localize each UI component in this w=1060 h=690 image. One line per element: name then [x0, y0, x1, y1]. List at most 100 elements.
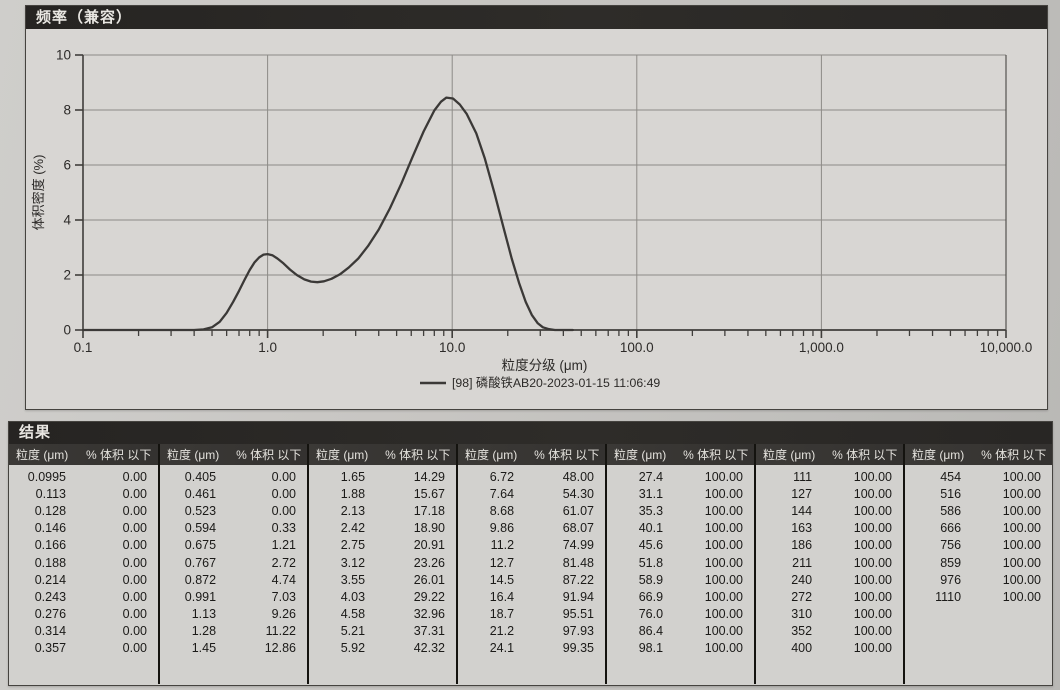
size-value: 5.21: [340, 624, 366, 639]
percent-below-value: 95.51: [562, 607, 594, 622]
column-headers: 粒度 (μm) % 体积 以下: [458, 444, 605, 465]
percent-below-value: 0.00: [122, 538, 147, 553]
size-column-header: 粒度 (μm): [16, 448, 69, 462]
y-tick-label: 2: [63, 268, 71, 283]
size-value: 0.594: [184, 521, 217, 536]
table-row: 2.42 18.90: [309, 520, 456, 537]
percent-below-value: 0.33: [271, 521, 296, 536]
size-value: 127: [791, 486, 813, 501]
size-value: 9.86: [489, 521, 515, 536]
size-value: 1.13: [191, 607, 217, 622]
x-tick-label: 1,000.0: [799, 340, 844, 355]
table-row: 0.523 0.00: [160, 502, 307, 519]
table-row: 3.55 26.01: [309, 571, 456, 588]
percent-below-value: 100.00: [853, 503, 892, 518]
size-value: 0.767: [184, 555, 217, 570]
size-value: 0.461: [184, 486, 217, 501]
table-row: 8.68 61.07: [458, 502, 605, 519]
percent-below-value: 0.00: [122, 503, 147, 518]
size-value: 0.991: [184, 589, 217, 604]
table-row: 0.594 0.33: [160, 520, 307, 537]
size-value: 1.28: [191, 624, 217, 639]
percent-below-value: 0.00: [122, 572, 147, 587]
table-row: 0.166 0.00: [9, 537, 158, 554]
percent-below-value: 20.91: [413, 538, 445, 553]
percent-below-value: 87.22: [562, 572, 594, 587]
table-row: 976 100.00: [905, 571, 1052, 588]
size-value: 24.1: [489, 641, 515, 656]
table-row: 4.58 32.96: [309, 606, 456, 623]
size-value: 3.55: [340, 572, 366, 587]
y-tick-label: 6: [63, 158, 71, 173]
percent-below-value: 9.26: [271, 607, 296, 622]
percent-below-value: 100.00: [704, 469, 743, 484]
size-value: 8.68: [489, 503, 515, 518]
percent-below-value: 42.32: [413, 641, 445, 656]
table-row: 1.28 11.22: [160, 623, 307, 640]
size-column-header: 粒度 (μm): [167, 448, 220, 462]
size-value: 98.1: [638, 641, 664, 656]
size-value: 2.42: [340, 521, 366, 536]
result-rows: 27.4 100.00 31.1 100.00 35.3 100.00 40.1 100.00…: [607, 465, 754, 684]
percent-below-value: 100.00: [853, 624, 892, 639]
table-row: 66.9 100.00: [607, 588, 754, 605]
percent-below-value: 100.00: [853, 641, 892, 656]
size-value: 40.1: [638, 521, 664, 536]
percent-below-value: 32.96: [413, 607, 445, 622]
table-row: 21.2 97.93: [458, 623, 605, 640]
result-column-group: 粒度 (μm) % 体积 以下 1.65 14.29 1.88 15.67 2.13 17.1…: [307, 444, 456, 684]
table-row: 0.357 0.00: [9, 640, 158, 657]
table-row: 0.461 0.00: [160, 485, 307, 502]
percent-column-header: % 体积 以下: [534, 448, 600, 462]
percent-below-value: 48.00: [562, 469, 594, 484]
percent-below-value: 12.86: [264, 641, 296, 656]
size-value: 211: [792, 555, 813, 570]
y-axis-label: 体积密度 (%): [31, 155, 46, 231]
percent-below-value: 100.00: [1002, 572, 1041, 587]
table-row: 45.6 100.00: [607, 537, 754, 554]
table-row: 352 100.00: [756, 623, 903, 640]
table-row: 5.21 37.31: [309, 623, 456, 640]
size-column-header: 粒度 (μm): [912, 448, 965, 462]
table-row: 0.991 7.03: [160, 588, 307, 605]
percent-below-value: 17.18: [413, 503, 445, 518]
size-value: 51.8: [638, 555, 664, 570]
percent-below-value: 100.00: [704, 503, 743, 518]
table-row: 0.128 0.00: [9, 502, 158, 519]
size-value: 111: [793, 469, 813, 484]
size-value: 0.146: [34, 521, 67, 536]
size-value: 272: [791, 589, 813, 604]
percent-below-value: 100.00: [853, 555, 892, 570]
size-value: 31.1: [638, 486, 664, 501]
table-row: 272 100.00: [756, 588, 903, 605]
size-value: 666: [940, 521, 962, 536]
percent-below-value: 0.00: [122, 589, 147, 604]
x-axis-label: 粒度分级 (μm): [502, 358, 588, 373]
table-row: 586 100.00: [905, 502, 1052, 519]
percent-below-value: 0.00: [271, 469, 296, 484]
size-value: 1110: [935, 589, 962, 604]
percent-column-header: % 体积 以下: [981, 448, 1047, 462]
size-value: 976: [940, 572, 962, 587]
column-headers: 粒度 (μm) % 体积 以下: [309, 444, 456, 465]
size-value: 16.4: [489, 589, 515, 604]
table-row: 31.1 100.00: [607, 485, 754, 502]
table-row: 6.72 48.00: [458, 468, 605, 485]
table-row: 98.1 100.00: [607, 640, 754, 657]
chart-panel-title: 频率（兼容）: [26, 6, 1047, 29]
percent-below-value: 100.00: [704, 538, 743, 553]
size-value: 18.7: [489, 607, 515, 622]
table-row: 211 100.00: [756, 554, 903, 571]
size-value: 0.523: [184, 503, 217, 518]
table-row: 0.0995 0.00: [9, 468, 158, 485]
frequency-chart-panel: 频率（兼容） 0 2 4 6 8 10 0.1 1.0 10.0 100.0 1,000.0 10,0…: [25, 5, 1048, 410]
table-row: 0.214 0.00: [9, 571, 158, 588]
percent-below-value: 4.74: [271, 572, 296, 587]
table-row: 0.276 0.00: [9, 606, 158, 623]
size-value: 21.2: [489, 624, 515, 639]
result-column-group: 粒度 (μm) % 体积 以下 454 100.00 516 100.00 586 100.0…: [903, 444, 1052, 684]
table-row: 1110 100.00: [905, 588, 1052, 605]
table-row: 18.7 95.51: [458, 606, 605, 623]
percent-below-value: 0.00: [122, 486, 147, 501]
percent-below-value: 100.00: [853, 469, 892, 484]
